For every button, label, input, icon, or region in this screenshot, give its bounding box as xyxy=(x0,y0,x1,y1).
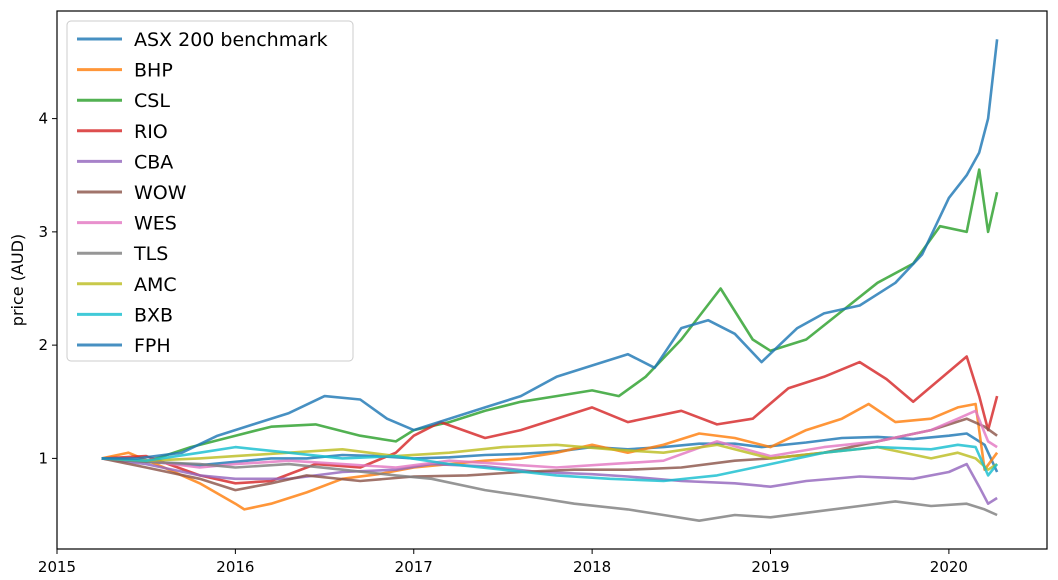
y-axis: 1 2 3 4 xyxy=(38,110,57,467)
x-tick-label: 2015 xyxy=(38,558,76,576)
series-line-bxb xyxy=(101,443,999,483)
legend-label: ASX 200 benchmark xyxy=(134,29,328,51)
legend-label: TLS xyxy=(133,243,168,265)
legend-label: CBA xyxy=(134,151,173,173)
series-line-cba xyxy=(101,457,998,505)
x-tick-label: 2020 xyxy=(930,558,968,576)
x-tick-label: 2016 xyxy=(216,558,254,576)
series-line-wes xyxy=(101,409,998,469)
legend-label: FPH xyxy=(134,335,171,357)
x-tick-label: 2019 xyxy=(751,558,789,576)
series-line-tls xyxy=(101,457,998,522)
legend-frame xyxy=(66,20,354,362)
legend-label: WOW xyxy=(134,182,187,204)
y-axis-label: price (AUD) xyxy=(8,234,27,326)
legend: ASX 200 benchmark BHP CSL RIO CBA WOW WES TLS AM… xyxy=(66,20,354,362)
series-line-csl xyxy=(101,168,999,464)
legend-label: CSL xyxy=(134,90,170,112)
series-line-bhp xyxy=(101,402,999,511)
legend-label: WES xyxy=(134,213,177,235)
legend-label: AMC xyxy=(134,274,177,296)
x-tick-label: 2017 xyxy=(395,558,433,576)
legend-label: BHP xyxy=(134,60,173,82)
series-line-fph xyxy=(101,39,999,460)
legend-label: RIO xyxy=(134,121,168,143)
x-tick-label: 2018 xyxy=(573,558,611,576)
y-tick-label: 3 xyxy=(38,223,48,241)
plot-frame xyxy=(56,10,1048,550)
y-tick-label: 1 xyxy=(38,449,48,467)
series-line-rio xyxy=(101,355,999,485)
y-tick-label: 2 xyxy=(38,336,48,354)
y-tick-label: 4 xyxy=(38,110,48,128)
series-layer xyxy=(101,39,999,522)
x-axis: 2015 2016 2017 2018 2019 2020 xyxy=(38,549,968,576)
series-line-amc xyxy=(101,443,998,471)
legend-label: BXB xyxy=(134,304,173,326)
